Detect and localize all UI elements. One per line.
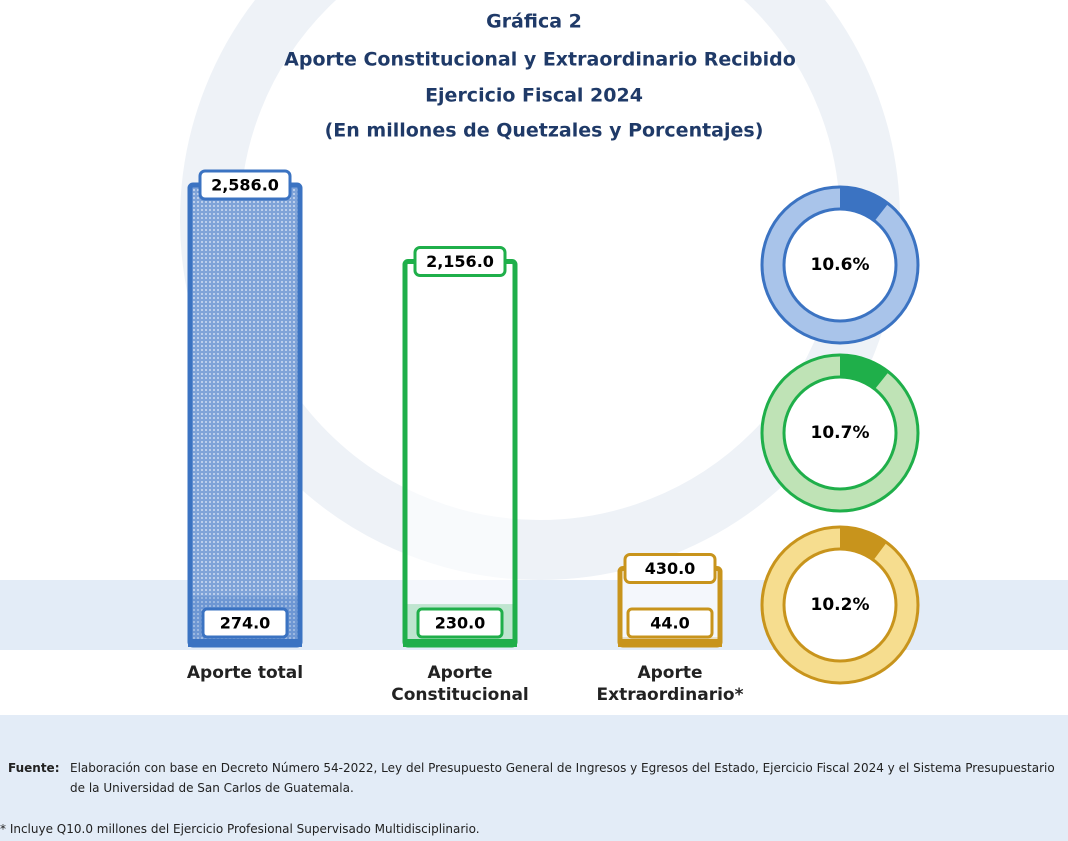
source-label: Fuente: (8, 758, 60, 778)
donut-label: 10.7% (811, 423, 870, 443)
received-label: 44.0 (650, 614, 689, 633)
footnote: * Incluye Q10.0 millones del Ejercicio P… (0, 822, 480, 836)
bar-base (188, 639, 302, 647)
chart: Gráfica 2 Aporte Constitucional y Extrao… (0, 0, 1068, 841)
source: Fuente:Elaboración con base en Decreto N… (8, 758, 1068, 798)
chart-subtitle: Ejercicio Fiscal 2024 (425, 85, 643, 107)
bar-base (403, 639, 517, 647)
donut-label: 10.2% (811, 595, 870, 615)
value-label: 2,156.0 (426, 252, 494, 271)
chart-title: Gráfica 2 (486, 11, 582, 33)
x-tick-label: Aporte Extraordinario* (585, 662, 755, 706)
donut-label: 10.6% (811, 255, 870, 275)
source-text: Elaboración con base en Decreto Número 5… (8, 758, 1068, 798)
bar (190, 185, 300, 645)
received-label: 230.0 (435, 614, 486, 633)
page: Gráfica 2 Aporte Constitucional y Extrao… (0, 0, 1068, 841)
value-label: 430.0 (645, 559, 696, 578)
value-label: 2,586.0 (211, 176, 279, 195)
bar-base (618, 639, 722, 647)
chart-subtitle: (En millones de Quetzales y Porcentajes) (325, 120, 764, 142)
received-label: 274.0 (220, 614, 271, 633)
bar (405, 261, 515, 645)
x-tick-label: Aporte Constitucional (375, 662, 545, 706)
chart-subtitle: Aporte Constitucional y Extraordinario R… (284, 49, 796, 71)
x-tick-label: Aporte total (160, 662, 330, 684)
